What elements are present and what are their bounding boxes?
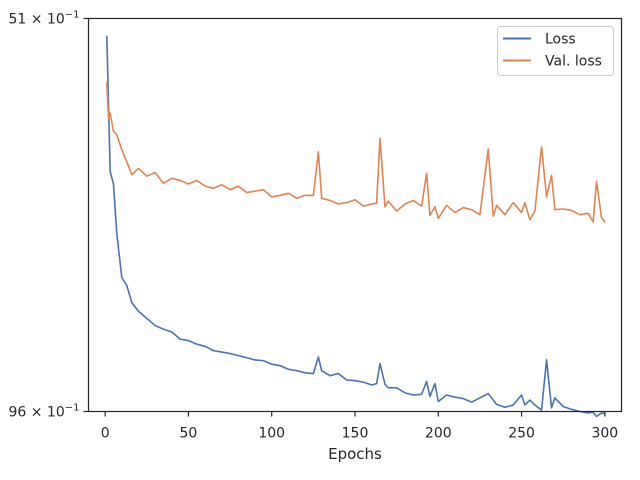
y-tick-label: 51 × 10−1 — [8, 10, 79, 28]
x-axis-title: Epochs — [328, 445, 382, 463]
legend-label-loss: Loss — [545, 32, 576, 48]
x-tick-label: 300 — [591, 426, 618, 442]
series-line-loss — [106, 35, 606, 418]
x-tick-label: 100 — [258, 426, 285, 442]
x-tick-label: 250 — [508, 426, 535, 442]
x-tick-label: 200 — [425, 426, 452, 442]
series-line-val-loss — [106, 81, 606, 223]
x-tick-label: 50 — [180, 426, 198, 442]
x-axis: 0 50 100 150 200 250 300 — [101, 411, 618, 442]
x-tick-label: 150 — [342, 426, 369, 442]
y-axis: 51 × 10−1 96 × 10−1 — [8, 10, 89, 421]
legend: Loss Val. loss — [497, 26, 614, 76]
plot-lines — [106, 35, 606, 418]
x-tick-label: 0 — [101, 426, 110, 442]
legend-label-val-loss: Val. loss — [545, 54, 602, 70]
y-tick-label: 96 × 10−1 — [8, 403, 79, 421]
